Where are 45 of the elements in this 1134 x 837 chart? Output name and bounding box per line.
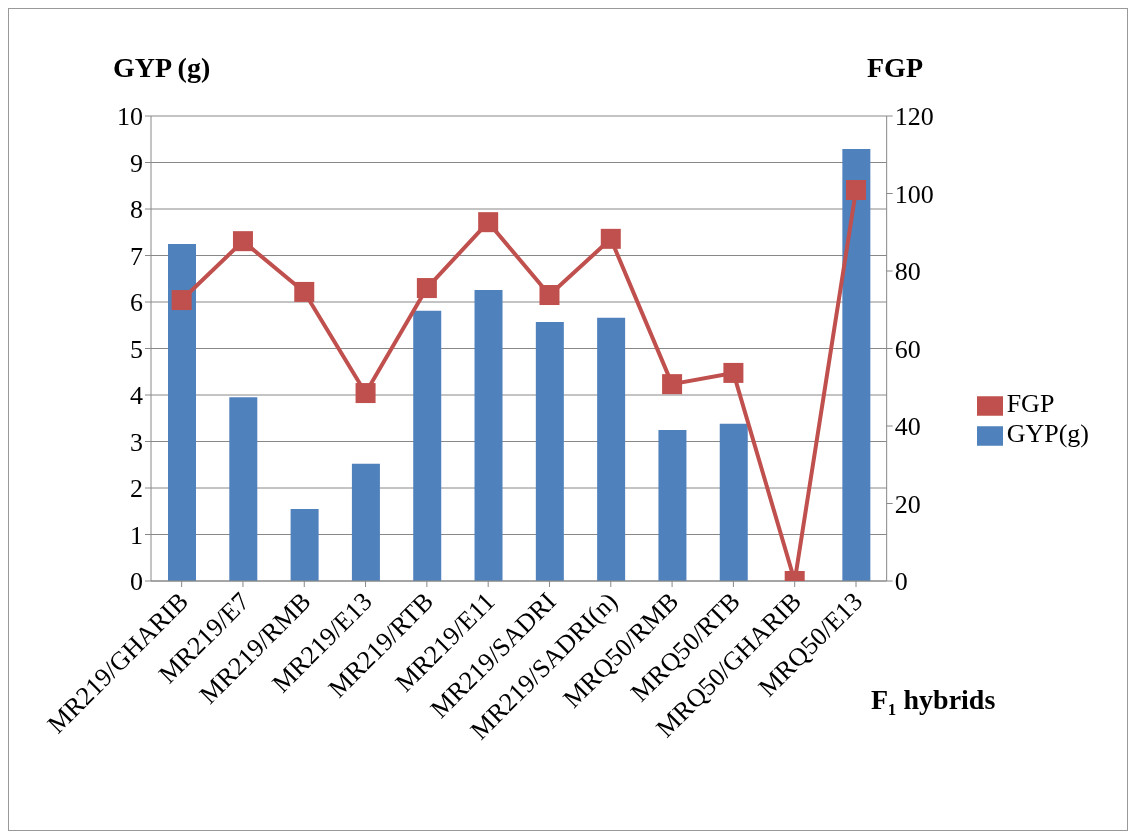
point: [171, 290, 192, 311]
y-tick-label: 5: [130, 334, 143, 364]
y-tick-label: 1: [130, 520, 143, 550]
point: [478, 212, 499, 233]
y-tick-label: 9: [130, 148, 143, 178]
y2-axis-title: FGP: [867, 52, 923, 83]
legend-label: GYP(g): [1006, 419, 1089, 448]
y2-tick-label: 100: [894, 179, 934, 209]
bar: [290, 508, 319, 581]
y-tick-label: 10: [117, 102, 143, 132]
bar: [658, 429, 687, 581]
bar: [842, 149, 871, 581]
y2-tick-label: 40: [894, 412, 921, 442]
bar: [351, 463, 380, 581]
point: [294, 281, 315, 302]
y2-tick-label: 20: [894, 489, 921, 519]
y2-tick-label: 60: [894, 334, 921, 364]
bar: [229, 397, 258, 581]
y-tick-label: 6: [130, 288, 143, 318]
y-tick-label: 2: [130, 474, 143, 504]
y2-tick-label: 120: [894, 102, 934, 132]
point: [539, 285, 560, 306]
y-axis-title: GYP (g): [113, 52, 211, 83]
y2-tick-label: 0: [894, 567, 908, 597]
bar: [535, 322, 564, 581]
point: [416, 278, 437, 299]
y-tick-label: 0: [130, 567, 143, 597]
bar: [168, 243, 196, 581]
y2-tick-label: 80: [894, 257, 921, 287]
point: [662, 374, 683, 395]
legend-label: FGP: [1006, 388, 1055, 418]
bar: [413, 310, 442, 581]
point: [600, 228, 621, 249]
point: [723, 362, 744, 383]
point: [232, 231, 253, 252]
y-tick-label: 4: [130, 381, 143, 411]
y-tick-label: 8: [130, 195, 143, 225]
y-tick-label: 3: [130, 427, 143, 457]
bar: [719, 423, 748, 581]
bar: [597, 317, 626, 581]
bar: [474, 289, 503, 581]
y-tick-label: 7: [130, 241, 143, 271]
point: [355, 383, 376, 404]
x-axis-title: F₁ hybrids: [871, 684, 996, 715]
point: [846, 180, 866, 201]
